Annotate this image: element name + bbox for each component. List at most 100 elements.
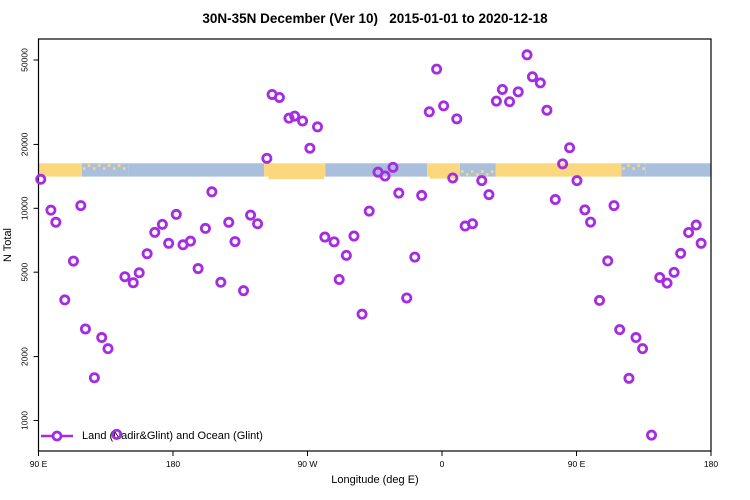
data-point	[557, 158, 569, 170]
data-point	[319, 231, 331, 243]
data-point	[133, 267, 145, 279]
chart-title: 30N-35N December (Ver 10) 2015-01-01 to …	[202, 11, 548, 26]
data-point	[602, 255, 614, 267]
map-band-dither	[642, 167, 645, 170]
data-point	[356, 308, 368, 320]
data-point	[646, 429, 658, 441]
data-point	[199, 222, 211, 234]
data-point	[59, 294, 71, 306]
y-tick-label: 10000	[20, 196, 30, 220]
y-tick-label: 20000	[20, 132, 30, 156]
data-point	[50, 216, 62, 228]
x-axis-title: Longitude (deg E)	[331, 474, 419, 486]
data-point	[496, 84, 508, 96]
data-point	[416, 189, 428, 201]
data-point	[447, 172, 459, 184]
y-tick-label: 5000	[20, 262, 30, 281]
data-point	[387, 161, 399, 173]
map-band-dither	[87, 164, 91, 167]
data-point	[192, 263, 204, 275]
data-point	[215, 276, 227, 288]
map-band-bulge	[430, 176, 459, 179]
map-band-segment	[81, 163, 129, 177]
map-band-dither	[82, 167, 86, 170]
map-band-dither	[112, 167, 116, 170]
data-point	[79, 323, 91, 335]
data-point	[637, 343, 649, 355]
data-point	[608, 200, 620, 212]
data-point	[476, 175, 488, 187]
x-tick-label: 90 E	[568, 459, 586, 469]
legend: Land (Nadir&Glint) and Ocean (Glint)	[40, 429, 263, 443]
data-point	[483, 189, 495, 201]
map-band-segment	[128, 163, 265, 177]
map-band-segment	[621, 163, 646, 177]
data-point	[549, 194, 561, 206]
data-point	[297, 115, 309, 127]
map-band-dither	[97, 164, 101, 167]
data-point	[312, 121, 324, 133]
data-point	[490, 95, 502, 107]
map-band-segment	[264, 163, 326, 177]
map-band-dither	[470, 170, 474, 173]
data-point	[451, 113, 463, 125]
data-point	[252, 218, 264, 230]
map-band-dither	[107, 164, 111, 167]
data-point	[564, 142, 576, 154]
data-point	[695, 237, 707, 249]
data-point	[504, 96, 516, 108]
plot-border	[37, 38, 712, 452]
map-band-segment	[495, 163, 622, 177]
data-point	[163, 237, 175, 249]
map-band-dither	[102, 167, 106, 170]
map-band-dither	[92, 167, 96, 170]
map-band-segment	[427, 163, 460, 177]
data-point	[75, 200, 87, 212]
data-point	[266, 88, 278, 100]
map-band-dither	[480, 170, 484, 173]
data-point	[690, 219, 702, 231]
data-point	[623, 372, 635, 384]
data-point	[45, 204, 57, 216]
data-point	[102, 343, 114, 355]
map-band-segment	[645, 163, 711, 177]
map-band-dither	[475, 173, 479, 176]
data-point	[521, 49, 533, 61]
data-point	[409, 251, 421, 263]
x-tick-label: 180	[704, 459, 718, 469]
data-point	[67, 255, 79, 267]
map-band-dither	[627, 164, 630, 167]
map-band-dither	[485, 173, 489, 176]
x-tick-label: 180	[166, 459, 180, 469]
data-point	[423, 106, 435, 118]
data-point	[229, 236, 241, 248]
data-point	[401, 292, 413, 304]
map-band-bulge	[268, 176, 324, 180]
data-point	[156, 218, 168, 230]
data-point	[683, 227, 695, 239]
map-band-dither	[117, 164, 121, 167]
data-point	[273, 91, 285, 103]
data-point	[141, 248, 153, 260]
data-point	[431, 63, 443, 75]
data-point	[594, 294, 606, 306]
y-tick-label: 1000	[20, 411, 30, 430]
data-point	[363, 205, 375, 217]
map-band-dither	[460, 170, 464, 173]
data-point	[630, 332, 642, 344]
data-point	[119, 271, 131, 283]
data-point	[289, 110, 301, 122]
data-point	[206, 186, 218, 198]
data-point	[170, 208, 182, 220]
data-point	[245, 209, 257, 221]
data-point	[438, 100, 450, 112]
data-point	[35, 173, 47, 185]
map-band-dither	[632, 167, 635, 170]
data-point	[675, 247, 687, 259]
data-point	[184, 235, 196, 247]
x-tick-label: 90 E	[30, 459, 48, 469]
data-point	[526, 71, 538, 83]
map-band-dither	[637, 164, 640, 167]
map-band-dither	[465, 173, 469, 176]
data-point	[459, 220, 471, 232]
